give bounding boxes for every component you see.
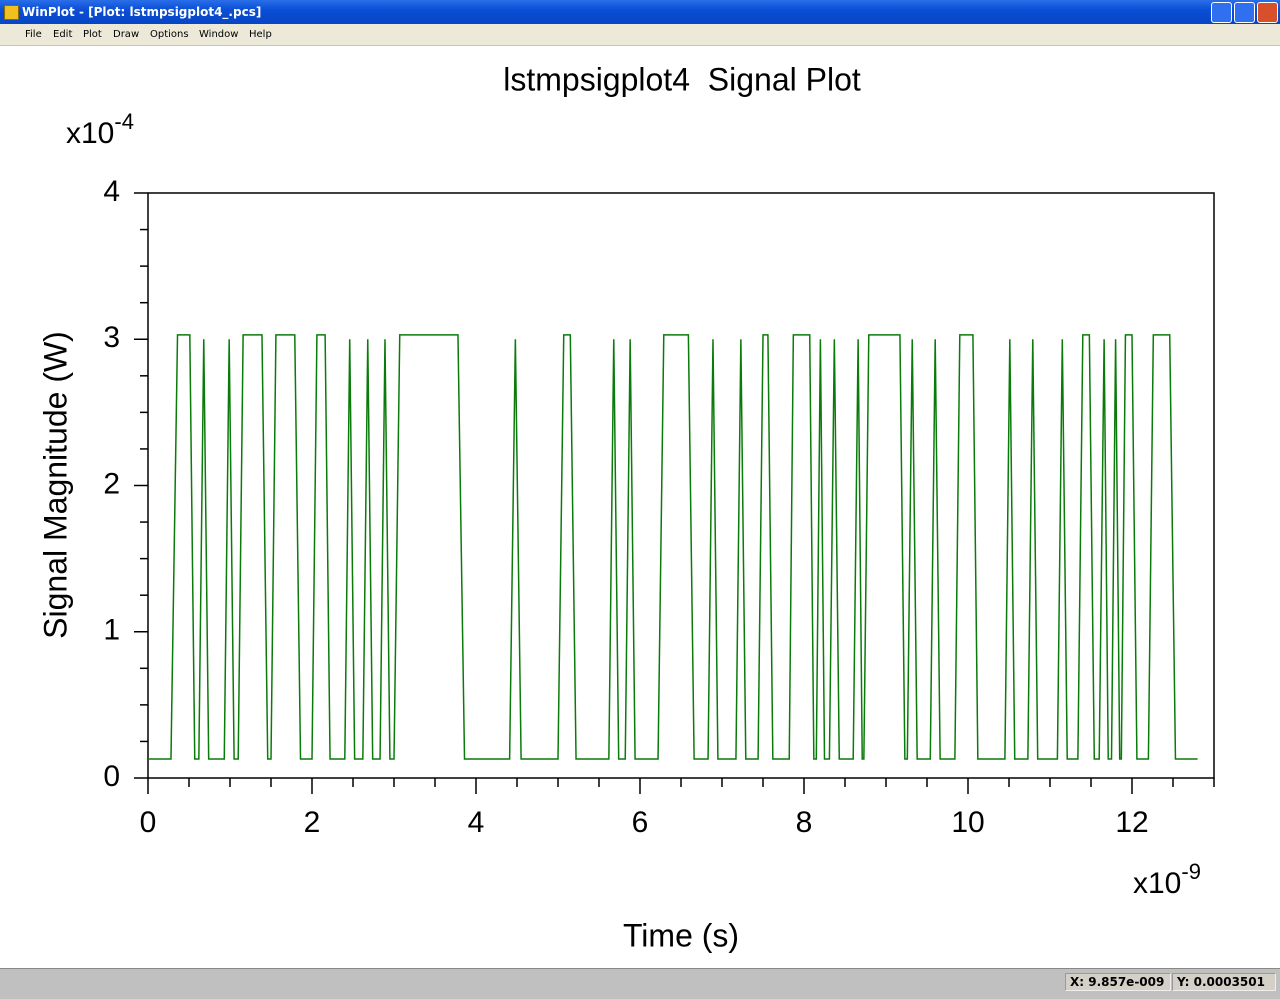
x-tick-label: 8 — [796, 806, 813, 839]
x-tick-label: 4 — [468, 806, 485, 839]
menu-item[interactable]: Help — [249, 29, 272, 40]
y-tick-label: 2 — [103, 467, 120, 500]
title-bar: WinPlot - [Plot: lstmpsigplot4_.pcs] — [0, 0, 1280, 24]
menu-item[interactable]: Options — [150, 29, 189, 40]
x-scale-base: x10 — [1133, 867, 1181, 900]
status-y: Y: 0.0003501 — [1172, 973, 1276, 991]
menu-item[interactable]: Draw — [113, 29, 140, 40]
restore-button[interactable] — [1234, 2, 1255, 23]
menu-item[interactable]: Plot — [83, 29, 102, 40]
status-x: X: 9.857e-009 — [1065, 973, 1171, 991]
window-title: WinPlot - [Plot: lstmpsigplot4_.pcs] — [22, 5, 262, 19]
x-axis-label: Time (s) — [623, 917, 739, 953]
x-tick-label: 0 — [140, 806, 157, 839]
menu-item[interactable]: File — [25, 29, 42, 40]
x-scale-exponent: -9 — [1181, 859, 1201, 884]
app-icon — [4, 5, 19, 20]
menu-item[interactable]: Edit — [53, 29, 73, 40]
y-tick-label: 0 — [103, 760, 120, 793]
y-tick-label: 3 — [103, 321, 120, 354]
menu-bar: File Edit Plot Draw Options Window Help — [0, 24, 1280, 46]
y-scale-base: x10 — [66, 117, 114, 150]
x-tick-label: 12 — [1115, 806, 1148, 839]
y-axis-label: Signal Magnitude (W) — [37, 331, 73, 639]
plot-frame — [147, 192, 1215, 779]
signal-line — [148, 334, 1198, 760]
x-tick-label: 6 — [632, 806, 649, 839]
x-scale: x10-9 — [1133, 859, 1201, 900]
y-tick-label: 4 — [103, 175, 120, 208]
x-tick-label: 10 — [951, 806, 984, 839]
minimize-button[interactable] — [1211, 2, 1232, 23]
y-scale: x10-4 — [66, 109, 134, 150]
status-bar: X: 9.857e-009 Y: 0.0003501 — [0, 968, 1280, 999]
chart: lstmpsigplot4 Signal Plot x10-4 x10-9 Ti… — [37, 61, 1215, 953]
chart-title: lstmpsigplot4 Signal Plot — [503, 61, 861, 97]
menu-item[interactable]: Window — [199, 29, 239, 40]
close-button[interactable] — [1257, 2, 1278, 23]
y-tick-label: 1 — [103, 614, 120, 647]
x-tick-label: 2 — [304, 806, 321, 839]
y-scale-exponent: -4 — [114, 109, 134, 134]
